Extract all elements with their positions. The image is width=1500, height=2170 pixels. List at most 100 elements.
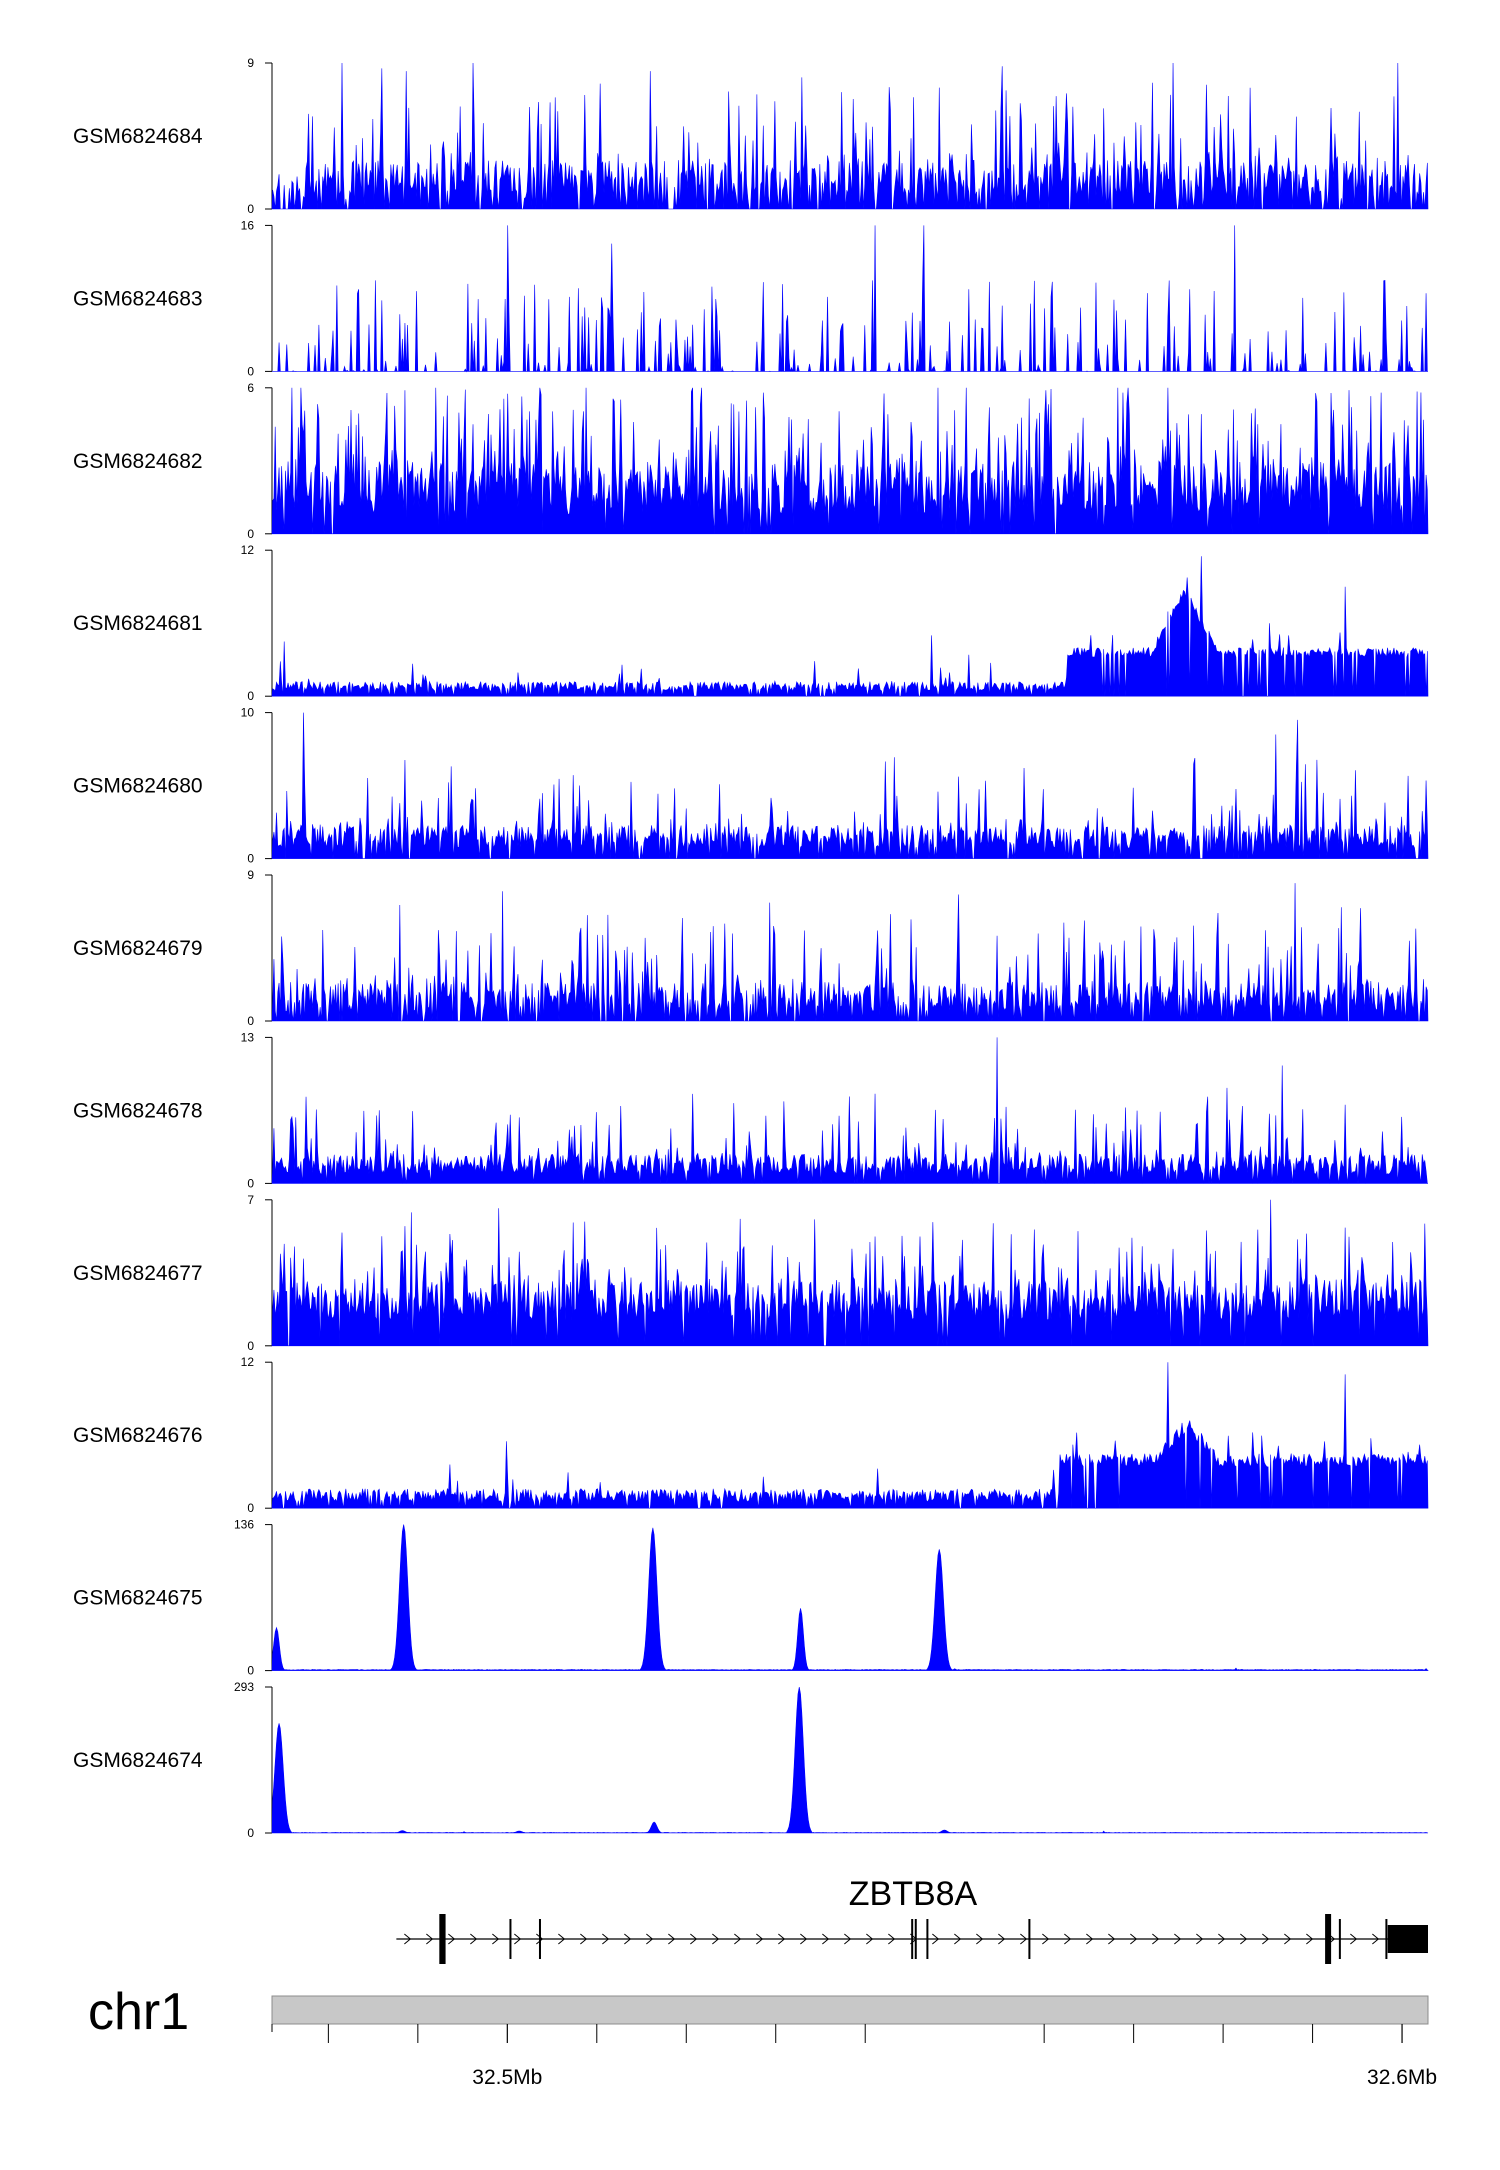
chromosome-ideogram-track: chr1 32.5Mb 32.6Mb <box>88 1983 1437 2089</box>
y-axis-max-label: 12 <box>241 543 255 557</box>
strand-arrow <box>1372 1933 1380 1945</box>
signal-area <box>271 1524 1429 1671</box>
signal-area <box>272 225 1428 373</box>
signal-area <box>271 1686 1429 1834</box>
strand-arrow <box>646 1933 654 1945</box>
signal-area <box>271 712 1429 859</box>
strand-arrow <box>492 1933 500 1945</box>
signal-area <box>271 1037 1428 1184</box>
strand-arrow <box>558 1933 566 1945</box>
track-GSM6824681: GSM6824681 12 0 <box>73 543 1429 703</box>
track-y-axis: 90 <box>247 56 273 216</box>
y-axis-max-label: 13 <box>241 1030 255 1044</box>
track-y-axis: 60 <box>247 381 273 541</box>
strand-arrow <box>734 1933 742 1945</box>
y-axis-max-label: 7 <box>247 1193 254 1207</box>
strand-arrow <box>998 1933 1006 1945</box>
track-GSM6824683: GSM6824683 16 0 <box>73 218 1428 378</box>
track-y-axis: 293 0 <box>234 1680 273 1840</box>
track-label: GSM6824678 <box>73 1099 203 1122</box>
chromosome-label: chr1 <box>88 1983 189 2041</box>
track-y-axis: 13 0 <box>241 1030 273 1190</box>
strand-arrow <box>1218 1933 1226 1945</box>
strand-arrow <box>1020 1933 1028 1945</box>
y-axis-max-label: 6 <box>247 381 254 395</box>
y-axis-max-label: 9 <box>247 868 254 882</box>
strand-arrow <box>426 1933 434 1945</box>
track-label: GSM6824682 <box>73 450 203 473</box>
strand-arrow <box>1108 1933 1116 1945</box>
gene-exon <box>439 1914 446 1964</box>
signal-area <box>271 62 1429 210</box>
y-axis-min-label: 0 <box>247 1339 254 1353</box>
strand-arrow <box>1086 1933 1094 1945</box>
track-y-axis: 16 0 <box>241 218 273 378</box>
y-axis-max-label: 9 <box>247 56 254 70</box>
strand-arrow <box>514 1933 522 1945</box>
strand-arrow <box>976 1933 984 1945</box>
y-axis-min-label: 0 <box>247 527 254 541</box>
signal-area <box>271 387 1429 535</box>
strand-arrow <box>800 1933 808 1945</box>
x-axis-tick-label: 32.5Mb <box>472 2066 542 2089</box>
strand-arrow <box>932 1933 940 1945</box>
track-GSM6824676: GSM6824676 12 0 <box>73 1355 1429 1515</box>
strand-arrow <box>1284 1933 1292 1945</box>
strand-arrow <box>1174 1933 1182 1945</box>
strand-arrow <box>1306 1933 1314 1945</box>
strand-arrow <box>536 1933 544 1945</box>
y-axis-min-label: 0 <box>247 852 254 866</box>
signal-tracks: GSM682468490GSM6824683160GSM682468260GSM… <box>73 56 1429 1840</box>
strand-arrow <box>1350 1933 1358 1945</box>
y-axis-min-label: 0 <box>247 689 254 703</box>
strand-arrow <box>1196 1933 1204 1945</box>
signal-area <box>271 1199 1429 1347</box>
track-y-axis: 10 0 <box>241 706 273 866</box>
track-GSM6824678: GSM6824678 13 0 <box>73 1030 1428 1190</box>
strand-arrow <box>668 1933 676 1945</box>
strand-arrow <box>756 1933 764 1945</box>
y-axis-min-label: 0 <box>247 364 254 378</box>
track-label: GSM6824681 <box>73 612 203 635</box>
y-axis-min-label: 0 <box>247 1501 254 1515</box>
strand-arrow <box>1240 1933 1248 1945</box>
strand-arrow <box>1152 1933 1160 1945</box>
y-axis-min-label: 0 <box>247 1826 254 1840</box>
strand-arrow <box>1262 1933 1270 1945</box>
gene-name-label: ZBTB8A <box>849 1875 978 1913</box>
track-label: GSM6824684 <box>73 125 203 148</box>
track-label: GSM6824683 <box>73 287 203 310</box>
strand-arrow <box>866 1933 874 1945</box>
y-axis-max-label: 136 <box>234 1518 254 1532</box>
strand-arrow <box>624 1933 632 1945</box>
strand-arrow <box>712 1933 720 1945</box>
track-label: GSM6824680 <box>73 775 203 798</box>
track-y-axis: 70 <box>247 1193 273 1353</box>
y-axis-max-label: 16 <box>241 218 255 232</box>
strand-arrow <box>580 1933 588 1945</box>
strand-arrow <box>404 1933 412 1945</box>
strand-arrow <box>690 1933 698 1945</box>
y-axis-max-label: 293 <box>234 1680 254 1694</box>
y-axis-min-label: 0 <box>247 1664 254 1678</box>
strand-arrow <box>778 1933 786 1945</box>
track-y-axis: 12 0 <box>241 1355 273 1515</box>
gene-exon <box>1387 1925 1428 1953</box>
track-y-axis: 90 <box>247 868 273 1028</box>
signal-area <box>271 883 1429 1022</box>
gene-track: ZBTB8A <box>396 1875 1428 1964</box>
strand-arrow <box>448 1933 456 1945</box>
strand-arrow <box>1042 1933 1050 1945</box>
strand-arrow <box>888 1933 896 1945</box>
track-label: GSM6824675 <box>73 1587 203 1610</box>
x-axis-tick-label: 32.6Mb <box>1367 2066 1437 2089</box>
track-GSM6824684: GSM6824684 90 <box>73 56 1429 216</box>
chromosome-band <box>271 1995 1429 2025</box>
y-axis-min-label: 0 <box>247 1014 254 1028</box>
track-label: GSM6824679 <box>73 937 203 960</box>
strand-arrow <box>1064 1933 1072 1945</box>
